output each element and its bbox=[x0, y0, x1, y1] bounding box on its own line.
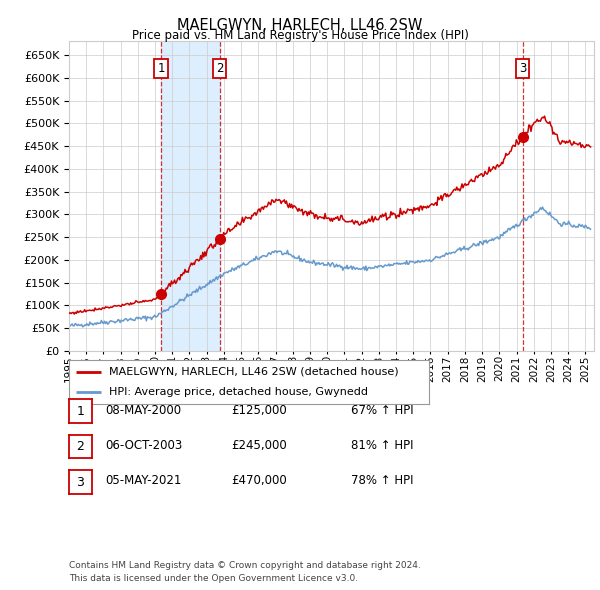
Text: 81% ↑ HPI: 81% ↑ HPI bbox=[351, 439, 413, 452]
Text: MAELGWYN, HARLECH, LL46 2SW (detached house): MAELGWYN, HARLECH, LL46 2SW (detached ho… bbox=[109, 367, 398, 377]
Text: £125,000: £125,000 bbox=[231, 404, 287, 417]
Text: 08-MAY-2000: 08-MAY-2000 bbox=[105, 404, 181, 417]
Text: £470,000: £470,000 bbox=[231, 474, 287, 487]
Text: 1: 1 bbox=[157, 62, 165, 75]
Text: 2: 2 bbox=[76, 440, 85, 453]
Text: 78% ↑ HPI: 78% ↑ HPI bbox=[351, 474, 413, 487]
Bar bbox=[161, 41, 220, 351]
Text: Contains HM Land Registry data © Crown copyright and database right 2024.
This d: Contains HM Land Registry data © Crown c… bbox=[69, 560, 421, 583]
Text: 05-MAY-2021: 05-MAY-2021 bbox=[105, 474, 181, 487]
Text: 06-OCT-2003: 06-OCT-2003 bbox=[105, 439, 182, 452]
Text: MAELGWYN, HARLECH, LL46 2SW: MAELGWYN, HARLECH, LL46 2SW bbox=[178, 18, 422, 32]
Text: 1: 1 bbox=[76, 405, 85, 418]
Text: £245,000: £245,000 bbox=[231, 439, 287, 452]
Text: 3: 3 bbox=[76, 476, 85, 489]
Text: 2: 2 bbox=[216, 62, 223, 75]
Text: HPI: Average price, detached house, Gwynedd: HPI: Average price, detached house, Gwyn… bbox=[109, 387, 368, 397]
Text: 3: 3 bbox=[519, 62, 526, 75]
Text: 67% ↑ HPI: 67% ↑ HPI bbox=[351, 404, 413, 417]
Text: Price paid vs. HM Land Registry's House Price Index (HPI): Price paid vs. HM Land Registry's House … bbox=[131, 30, 469, 42]
